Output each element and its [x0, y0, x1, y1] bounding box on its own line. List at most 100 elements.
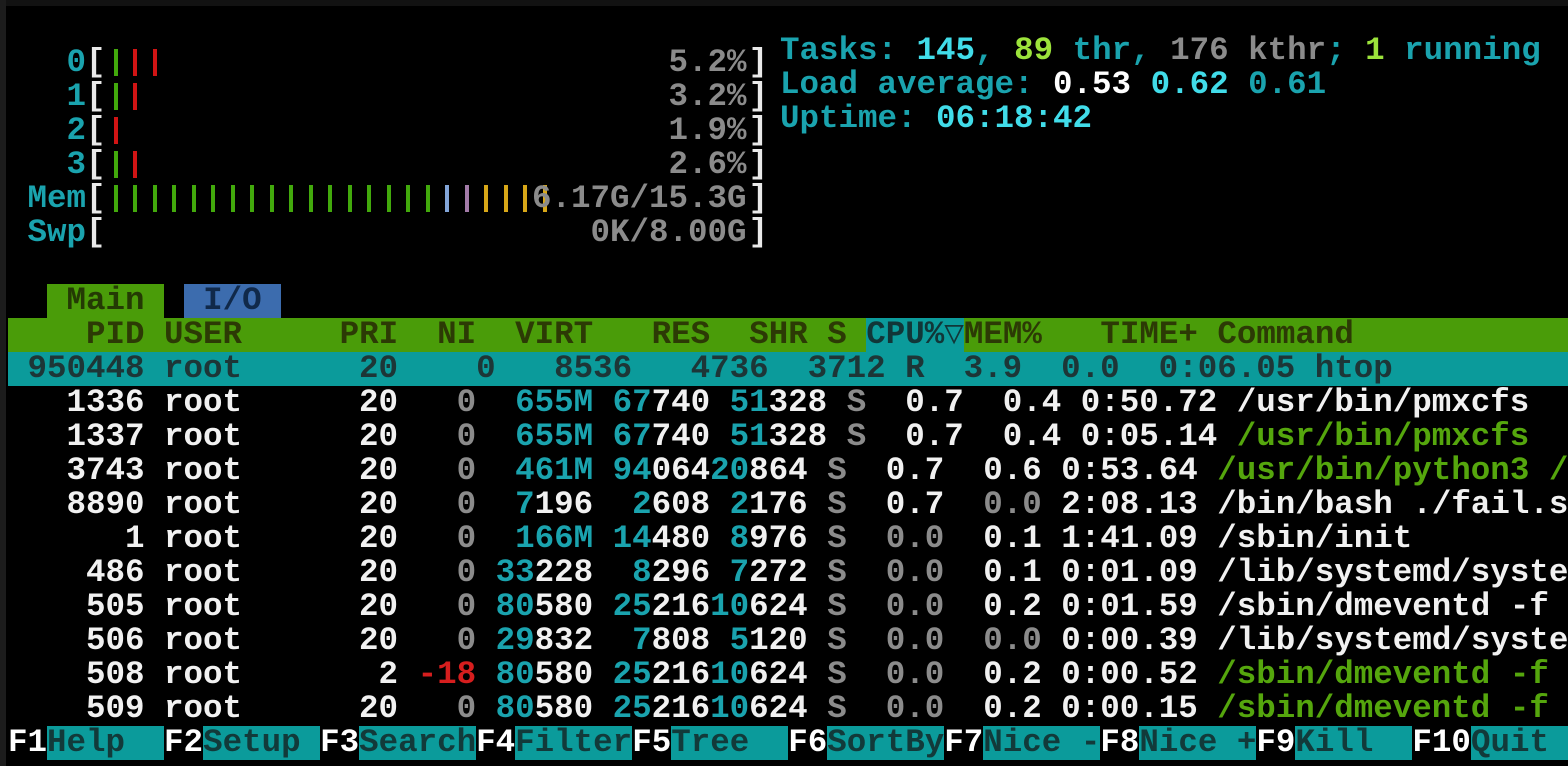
meter-bar-cpu-2: 1.9%: [106, 114, 749, 148]
meter-tick-green: [250, 185, 255, 212]
meter-label: 2: [27, 114, 87, 148]
meter-tick-green: [308, 185, 313, 212]
meter-value: 6.17G/15.3G: [532, 182, 747, 216]
window-frame-left: [0, 0, 6, 766]
fkey-f9[interactable]: F9: [1256, 726, 1296, 760]
fkey-label-quit[interactable]: Quit: [1470, 726, 1568, 760]
tab-io[interactable]: I/O: [183, 284, 282, 318]
meter-panel: 0[5.2%] 1[3.2%] 2[1.9%] 3[2.6%] Mem[6.17…: [8, 46, 1568, 250]
column-header-time[interactable]: TIME+: [1041, 318, 1198, 352]
meter-cpu-3: 3[2.6%]: [27, 148, 769, 182]
meter-tick-green: [386, 185, 391, 212]
meter-label: 0: [27, 46, 87, 80]
fkey-f3[interactable]: F3: [320, 726, 360, 760]
meter-tick-green: [230, 185, 235, 212]
fkey-label-kill[interactable]: Kill: [1295, 726, 1413, 760]
tasks-summary: Tasks: 145, 89 thr, 176 kthr; 1 running: [780, 34, 1541, 68]
column-header-user[interactable]: USER: [164, 318, 321, 352]
process-row-486[interactable]: 486 root 20 0 33228 8296 7272 S 0.0 0.1 …: [8, 556, 1568, 590]
fkey-label-nice-[interactable]: Nice +: [1139, 726, 1257, 760]
process-row-509[interactable]: 509 root 20 0 80580 2521610624 S 0.0 0.2…: [8, 692, 1549, 726]
meter-tick-blue: [445, 185, 450, 212]
meter-bar-cpu-0: 5.2%: [106, 46, 749, 80]
column-header-cpu[interactable]: CPU%▽: [866, 318, 964, 352]
fkey-f6[interactable]: F6: [788, 726, 828, 760]
fkey-f2[interactable]: F2: [164, 726, 204, 760]
column-header-shr[interactable]: SHR: [710, 318, 808, 352]
meter-tick-green: [172, 185, 177, 212]
meter-tick-green: [113, 83, 118, 110]
fkey-f1[interactable]: F1: [8, 726, 48, 760]
meter-bar-mem: 6.17G/15.3G: [106, 182, 749, 216]
meter-value: 3.2%: [668, 80, 747, 114]
meter-tick-green: [133, 185, 138, 212]
column-header-gap-1: [145, 318, 165, 352]
meter-value: 0K/8.00G: [590, 216, 747, 250]
tab-indent: [8, 284, 47, 318]
meter-mem: Mem[6.17G/15.3G]: [27, 182, 769, 216]
meter-tick-green: [113, 49, 118, 76]
meter-tick-red: [113, 117, 118, 144]
column-header-state[interactable]: S: [807, 318, 867, 352]
column-header-command[interactable]: Command: [1197, 318, 1568, 352]
meter-tick-green: [113, 185, 118, 212]
fkey-label-tree[interactable]: Tree: [671, 726, 789, 760]
meter-value: 5.2%: [668, 46, 747, 80]
fkey-label-setup[interactable]: Setup: [203, 726, 321, 760]
uptime: Uptime: 06:18:42: [780, 102, 1093, 136]
fkey-label-sortby[interactable]: SortBy: [827, 726, 945, 760]
column-header-gap-2: [320, 318, 340, 352]
meter-cpu-1: 1[3.2%]: [27, 80, 769, 114]
meter-tick-red: [133, 151, 138, 178]
process-row-8890[interactable]: 8890 root 20 0 7196 2608 2176 S 0.7 0.0 …: [8, 488, 1568, 522]
fkey-label-help[interactable]: Help: [47, 726, 165, 760]
process-row-950448[interactable]: 950448 root 20 0 8536 4736 3712 R 3.9 0.…: [8, 352, 1568, 386]
column-header-pri[interactable]: PRI: [339, 318, 399, 352]
fkey-label-search[interactable]: Search: [359, 726, 477, 760]
meter-tick-green: [328, 185, 333, 212]
fkey-label-filter[interactable]: Filter: [515, 726, 633, 760]
tab-bar: Main I/O: [8, 284, 1568, 318]
fkey-bar: F1Help F2Setup F3SearchF4FilterF5Tree F6…: [8, 726, 1568, 760]
process-row-506[interactable]: 506 root 20 0 29832 7808 5120 S 0.0 0.0 …: [8, 624, 1568, 658]
process-row-508[interactable]: 508 root 2 -18 80580 2521610624 S 0.0 0.…: [8, 658, 1549, 692]
meter-tick-green: [367, 185, 372, 212]
column-header-virt[interactable]: VIRT: [476, 318, 594, 352]
process-row-1337[interactable]: 1337 root 20 0 655M 67740 51328 S 0.7 0.…: [8, 420, 1530, 454]
meter-label: Mem: [27, 182, 87, 216]
meter-cpu-2: 2[1.9%]: [27, 114, 769, 148]
column-header-mem[interactable]: MEM%: [963, 318, 1042, 352]
process-row-3743[interactable]: 3743 root 20 0 461M 9406420864 S 0.7 0.6…: [8, 454, 1568, 488]
fkey-f10[interactable]: F10: [1412, 726, 1471, 760]
meter-tick-yellow: [503, 185, 508, 212]
meter-tick-green: [113, 151, 118, 178]
meter-tick-yellow: [484, 185, 489, 212]
meter-label: 1: [27, 80, 87, 114]
column-header-pid[interactable]: PID: [8, 318, 145, 352]
process-row-1336[interactable]: 1336 root 20 0 655M 67740 51328 S 0.7 0.…: [8, 386, 1530, 420]
meter-value: 2.6%: [668, 148, 747, 182]
column-header-ni[interactable]: NI: [398, 318, 477, 352]
meter-tick-yellow: [523, 185, 528, 212]
meter-tick-green: [425, 185, 430, 212]
process-row-505[interactable]: 505 root 20 0 80580 2521610624 S 0.0 0.2…: [8, 590, 1549, 624]
column-header-res[interactable]: RES: [593, 318, 711, 352]
fkey-f8[interactable]: F8: [1100, 726, 1140, 760]
meter-label: Swp: [27, 216, 87, 250]
fkey-f5[interactable]: F5: [632, 726, 672, 760]
fkey-f7[interactable]: F7: [944, 726, 984, 760]
meter-tick-red: [152, 49, 157, 76]
meter-tick-green: [211, 185, 216, 212]
load-average: Load average: 0.53 0.62 0.61: [780, 68, 1327, 102]
tab-main[interactable]: Main: [47, 284, 165, 318]
process-table: 950448 root 20 0 8536 4736 3712 R 3.9 0.…: [8, 352, 1568, 726]
meter-tick-green: [347, 185, 352, 212]
fkey-f4[interactable]: F4: [476, 726, 516, 760]
meter-tick-red: [133, 83, 138, 110]
process-row-1[interactable]: 1 root 20 0 166M 14480 8976 S 0.0 0.1 1:…: [8, 522, 1413, 556]
fkey-label-nice-[interactable]: Nice -: [983, 726, 1101, 760]
info-panel: Tasks: 145, 89 thr, 176 kthr; 1 running …: [780, 34, 1541, 136]
meter-bar-cpu-1: 3.2%: [106, 80, 749, 114]
meter-swp: Swp[0K/8.00G]: [27, 216, 769, 250]
